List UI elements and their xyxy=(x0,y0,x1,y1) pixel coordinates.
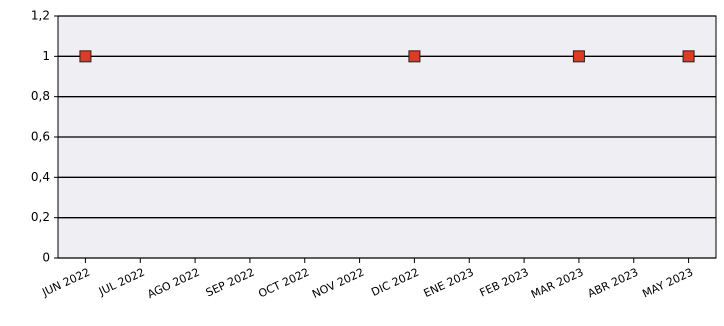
y-tick-label: 0,4 xyxy=(31,170,50,184)
x-tick-label: OCT 2022 xyxy=(256,266,311,301)
marker xyxy=(408,50,421,63)
y-tick-label: 1,2 xyxy=(31,9,50,23)
x-tick-label: FEB 2023 xyxy=(478,266,531,300)
y-tick-label: 0,8 xyxy=(31,89,50,103)
x-tick-label: AGO 2022 xyxy=(145,266,201,301)
x-tick-label: DIC 2022 xyxy=(369,266,421,299)
marker xyxy=(79,50,92,63)
x-tick-label: NOV 2022 xyxy=(310,266,366,301)
x-tick-label: MAY 2023 xyxy=(640,266,695,301)
x-tick-label: JUL 2022 xyxy=(96,266,147,299)
y-tick-label: 1 xyxy=(42,49,50,63)
x-tick-label: SEP 2022 xyxy=(204,266,257,300)
x-tick-label: ABR 2023 xyxy=(586,266,641,301)
y-tick-label: 0,6 xyxy=(31,130,50,144)
x-tick-label: JUN 2022 xyxy=(39,266,92,300)
marker xyxy=(572,50,585,63)
x-tick-label: MAR 2023 xyxy=(529,266,585,302)
x-tick-label: ENE 2023 xyxy=(422,266,476,300)
y-tick-label: 0 xyxy=(42,251,50,265)
y-tick-label: 0,2 xyxy=(31,210,50,224)
marker xyxy=(682,50,695,63)
